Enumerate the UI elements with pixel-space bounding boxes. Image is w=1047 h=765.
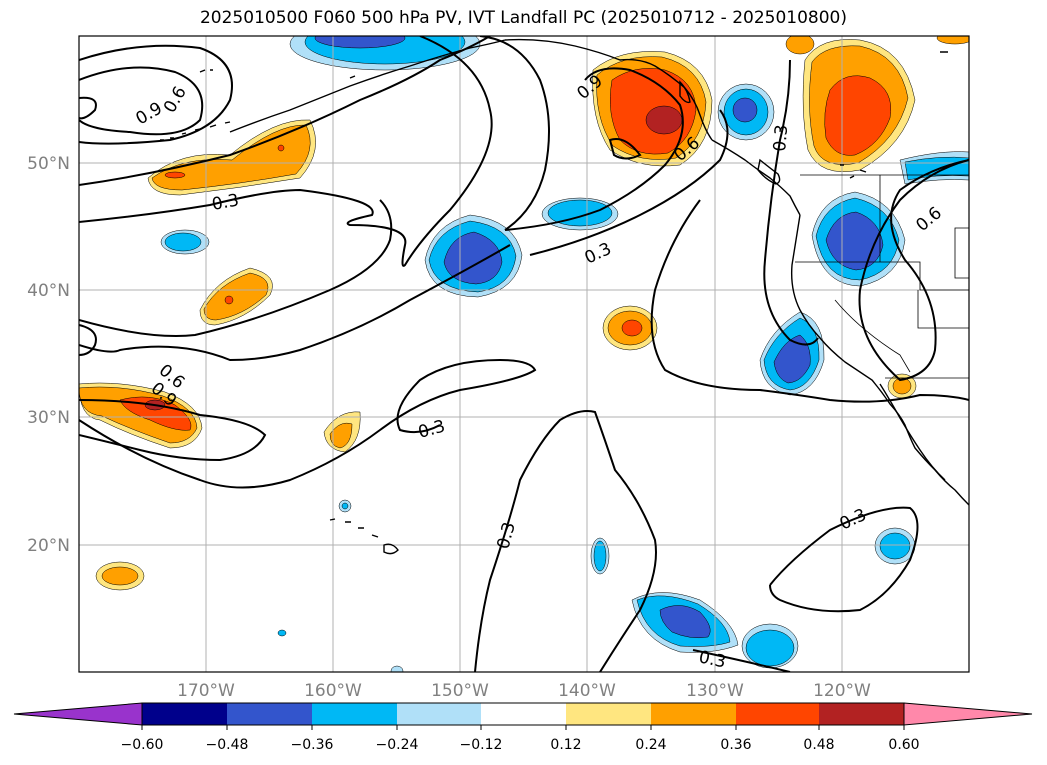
lon-label-170w: 170°W bbox=[177, 681, 235, 701]
colorbar-label: −0.36 bbox=[291, 737, 334, 753]
anomaly-alaska-neg bbox=[289, 36, 481, 71]
colorbar-segment bbox=[651, 703, 736, 725]
contour-label: 0.3 bbox=[770, 124, 792, 153]
colorbar-label: 0.36 bbox=[720, 737, 751, 753]
anomaly-canada-pos bbox=[785, 36, 969, 173]
gridlines bbox=[79, 36, 969, 672]
colorbar-segment bbox=[227, 703, 312, 725]
colorbar-label: −0.60 bbox=[121, 737, 164, 753]
lat-label-30n: 30°N bbox=[27, 408, 70, 428]
colorbar-label: −0.48 bbox=[206, 737, 249, 753]
anomaly-central-pacific-neg bbox=[424, 214, 523, 298]
pc-shading bbox=[79, 36, 969, 672]
colorbar-segment bbox=[819, 703, 904, 725]
lat-label-20n: 20°N bbox=[27, 536, 70, 556]
map-frame bbox=[78, 35, 970, 673]
anomaly-west-17n-pos bbox=[95, 561, 145, 591]
anomaly-west-small-neg bbox=[160, 229, 210, 255]
colorbar-segment bbox=[312, 703, 397, 725]
anomaly-south-neg bbox=[631, 527, 916, 669]
colorbar-label: −0.24 bbox=[376, 737, 419, 753]
lon-label-160w: 160°W bbox=[304, 681, 362, 701]
lat-label-40n: 40°N bbox=[27, 281, 70, 301]
colorbar-segment bbox=[142, 703, 227, 725]
colorbar-frame bbox=[141, 702, 905, 726]
borders bbox=[795, 174, 969, 379]
colorbar-segment bbox=[481, 703, 566, 725]
colorbar-label: 0.60 bbox=[888, 737, 919, 753]
colorbar-label: 0.48 bbox=[803, 737, 834, 753]
lon-label-130w: 130°W bbox=[686, 681, 744, 701]
colorbar-label: 0.24 bbox=[635, 737, 666, 753]
colorbar-extend-high bbox=[903, 702, 1033, 726]
anomaly-baja-pos bbox=[887, 373, 917, 399]
lat-label-50n: 50°N bbox=[27, 154, 70, 174]
anomaly-mid-pos bbox=[602, 305, 658, 351]
lat-labels: 50°N 40°N 30°N 20°N bbox=[27, 154, 70, 556]
lon-label-120w: 120°W bbox=[813, 681, 871, 701]
colorbar-label: −0.12 bbox=[460, 737, 503, 753]
colorbar: −0.60 −0.48 −0.36 −0.24 −0.12 0.12 0.24 … bbox=[13, 702, 1033, 753]
map-title: 2025010500 F060 500 hPa PV, IVT Landfall… bbox=[199, 8, 847, 28]
anomaly-hawaii-neg bbox=[277, 499, 610, 672]
anomaly-west-us-neg bbox=[811, 191, 906, 287]
lon-label-140w: 140°W bbox=[558, 681, 616, 701]
contour-label: 0.3 bbox=[210, 191, 240, 215]
anomaly-north-central-neg bbox=[541, 197, 619, 231]
anomaly-bc-neg bbox=[717, 83, 775, 141]
colorbar-segment bbox=[566, 703, 651, 725]
colorbar-segment bbox=[736, 703, 819, 725]
pv-contours bbox=[79, 36, 969, 672]
anomaly-california-neg bbox=[759, 311, 825, 396]
colorbar-segment bbox=[397, 703, 481, 725]
anomaly-west-40n-pos bbox=[199, 267, 273, 326]
colorbar-label: 0.12 bbox=[550, 737, 581, 753]
lon-labels: 170°W 160°W 150°W 140°W 130°W 120°W bbox=[177, 681, 871, 701]
colorbar-extend-low bbox=[13, 702, 143, 726]
lon-label-150w: 150°W bbox=[431, 681, 489, 701]
contour-label: 0.3 bbox=[697, 647, 728, 672]
